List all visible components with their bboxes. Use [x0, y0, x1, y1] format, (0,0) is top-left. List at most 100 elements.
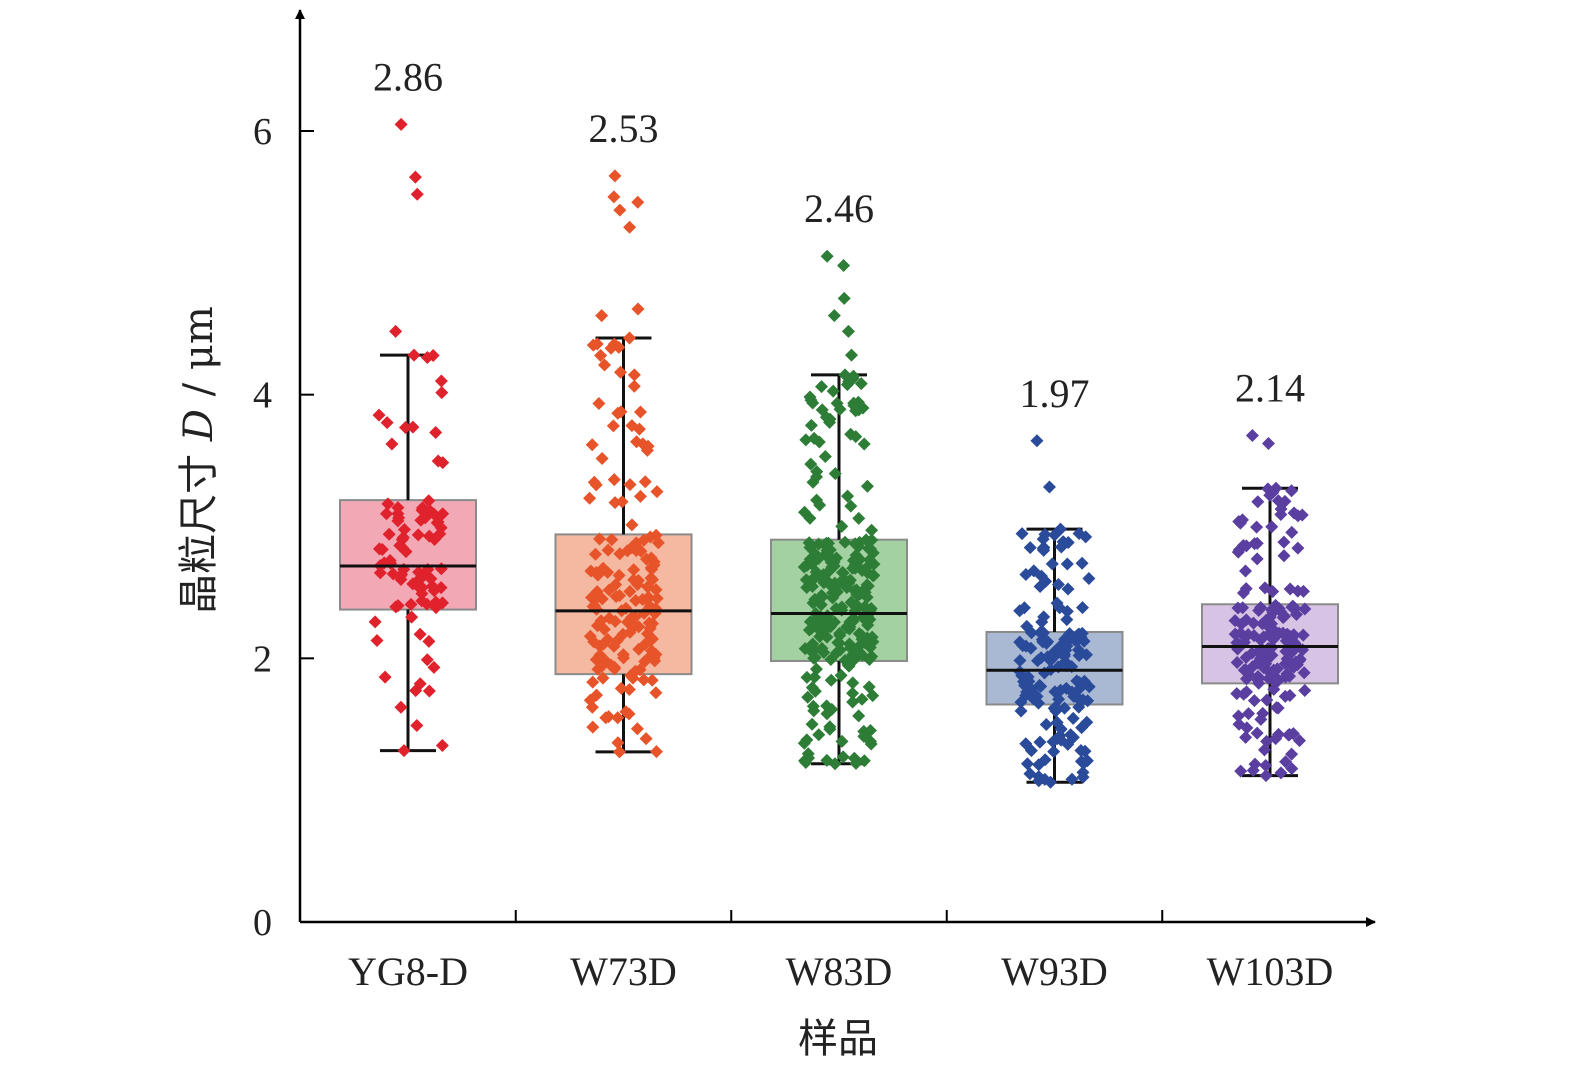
data-point: [625, 419, 639, 433]
data-point: [1242, 707, 1256, 721]
data-point: [391, 599, 405, 613]
data-point: [844, 348, 858, 362]
data-point: [414, 572, 428, 586]
data-point: [629, 544, 643, 558]
data-point: [649, 648, 663, 662]
data-point: [1271, 494, 1285, 508]
data-point: [1023, 541, 1037, 555]
data-point: [1014, 695, 1028, 709]
data-point: [428, 532, 442, 546]
data-point: [857, 754, 871, 768]
data-point: [623, 625, 637, 639]
data-point: [817, 646, 831, 660]
data-point: [1039, 574, 1053, 588]
data-point: [613, 365, 627, 379]
data-point: [1054, 522, 1067, 536]
data-point: [596, 671, 610, 685]
data-point: [1238, 564, 1252, 578]
data-point: [1030, 434, 1044, 448]
data-point: [807, 431, 821, 445]
data-point: [797, 736, 811, 750]
data-point: [867, 569, 881, 583]
data-point: [1254, 601, 1268, 615]
data-point: [391, 507, 405, 521]
data-point: [1017, 601, 1031, 615]
data-point: [643, 633, 657, 647]
data-point: [1068, 688, 1082, 702]
data-point: [1251, 673, 1265, 687]
data-point: [823, 720, 837, 734]
data-point: [622, 683, 636, 697]
data-point: [411, 528, 425, 542]
data-point: [1081, 694, 1095, 708]
data-point: [833, 628, 847, 642]
data-point: [1048, 649, 1062, 663]
data-point: [394, 117, 408, 131]
data-point: [422, 684, 436, 698]
data-point: [1258, 581, 1272, 595]
data-point: [823, 620, 837, 634]
data-point: [405, 610, 419, 624]
data-point: [841, 489, 855, 503]
data-point: [798, 754, 812, 768]
data-point: [846, 686, 860, 700]
data-point: [848, 561, 862, 575]
data-point: [630, 722, 644, 736]
data-point: [1293, 734, 1307, 748]
data-point: [820, 249, 834, 263]
data-point: [1076, 601, 1090, 615]
data-point: [631, 195, 645, 209]
data-point: [1080, 715, 1094, 729]
data-point: [608, 169, 622, 183]
data-point: [863, 613, 877, 627]
data-point: [1072, 675, 1086, 689]
data-point: [1283, 669, 1297, 683]
mean-value-label: 2.53: [589, 106, 659, 151]
data-point: [814, 598, 828, 612]
box-group-w73d: [554, 336, 693, 754]
data-point: [613, 745, 626, 759]
data-point: [583, 693, 597, 707]
data-point: [837, 258, 851, 272]
data-point: [867, 557, 881, 571]
data-point: [588, 547, 602, 561]
data-point: [585, 438, 599, 452]
data-point: [1245, 646, 1259, 660]
x-category-label: YG8-D: [348, 949, 468, 994]
data-point: [422, 634, 436, 648]
y-tick-label: 2: [253, 638, 272, 680]
data-point: [393, 538, 407, 552]
data-point: [1274, 507, 1288, 521]
data-point: [1285, 762, 1299, 776]
data-point: [404, 597, 418, 611]
data-point: [1276, 610, 1290, 624]
data-point: [840, 620, 854, 634]
data-point: [1276, 627, 1290, 641]
data-point: [829, 601, 843, 615]
data-point: [612, 568, 626, 582]
data-point: [1277, 535, 1291, 549]
data-point: [852, 511, 866, 525]
data-point: [841, 324, 855, 338]
x-category-label: W103D: [1207, 949, 1334, 994]
data-point: [1058, 647, 1072, 661]
data-point: [378, 670, 392, 684]
data-point: [1020, 757, 1034, 771]
data-point: [1247, 694, 1261, 708]
data-point: [420, 653, 434, 667]
data-point: [427, 660, 441, 674]
data-point: [408, 170, 422, 184]
data-point: [1233, 516, 1247, 530]
data-point: [1291, 509, 1305, 523]
data-point: [435, 739, 449, 753]
data-point: [810, 465, 824, 479]
data-point: [613, 203, 627, 217]
data-point: [606, 419, 620, 433]
data-point: [415, 503, 429, 517]
data-point: [604, 658, 618, 672]
data-point: [1296, 628, 1310, 642]
data-point: [368, 615, 382, 629]
data-point: [595, 451, 609, 465]
data-point: [838, 653, 852, 667]
